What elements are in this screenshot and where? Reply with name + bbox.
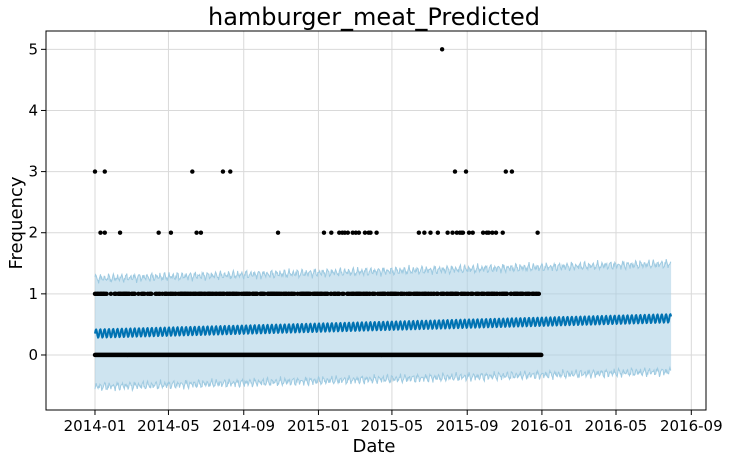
observed-point [422, 230, 427, 235]
y-tick-label: 0 [28, 346, 38, 364]
x-axis-ticks: 2014-01 2014-05 2014-09 2015-01 2015-05 2015-… [64, 410, 723, 435]
x-tick-label: 2015-01 [287, 417, 350, 435]
observed-point [98, 230, 103, 235]
observed-point [460, 230, 466, 235]
observed-point [228, 169, 233, 174]
observed-point [463, 169, 469, 174]
observed-point [190, 169, 195, 174]
observed-point [470, 291, 475, 297]
observed-point [329, 230, 334, 235]
observed-point [454, 230, 460, 235]
forecast-line [93, 313, 673, 339]
x-tick-label: 2014-01 [64, 417, 127, 435]
observed-point [486, 230, 491, 235]
observed-point [455, 291, 461, 297]
observed-point [255, 291, 260, 297]
x-tick-label: 2016-09 [660, 417, 723, 435]
observed-point [149, 291, 154, 297]
observed-point [362, 230, 368, 235]
observed-point [92, 169, 98, 174]
observed-point [117, 230, 123, 235]
upper-bound-line [94, 259, 672, 284]
x-tick-label: 2014-05 [137, 417, 200, 435]
observed-point [321, 230, 327, 235]
observed-point [428, 230, 433, 235]
observed-point [450, 230, 455, 235]
observed-point [102, 169, 107, 174]
observed-point [452, 169, 458, 174]
observed-point [500, 230, 505, 235]
x-tick-label: 2016-01 [511, 417, 574, 435]
observed-point [342, 230, 347, 235]
observed-point [325, 291, 330, 297]
observed-point [480, 230, 486, 235]
observed-point [504, 291, 510, 297]
observed-point [374, 230, 379, 235]
observed-point [493, 230, 499, 235]
observed-point [275, 230, 281, 235]
observed-point [466, 230, 472, 235]
observed-point [416, 230, 422, 235]
y-axis-title: Frequency [6, 176, 27, 269]
observed-point [337, 291, 342, 297]
observed-point [356, 230, 362, 235]
observed-point [262, 291, 267, 297]
observed-point [372, 291, 377, 297]
observed-point [435, 230, 441, 235]
observed-point [220, 169, 226, 174]
observed-point [490, 230, 495, 235]
y-tick-label: 1 [28, 285, 38, 303]
observed-point [439, 47, 445, 52]
x-tick-label: 2015-09 [436, 417, 499, 435]
x-tick-label: 2015-05 [361, 417, 424, 435]
observed-points [92, 47, 544, 358]
observed-point [539, 352, 544, 358]
y-tick-label: 5 [28, 40, 38, 58]
y-axis-ticks: 0 1 2 3 4 5 [28, 40, 46, 364]
observed-point [156, 230, 161, 235]
observed-point [353, 230, 358, 235]
observed-point [108, 291, 114, 297]
observed-point [345, 230, 351, 235]
observed-point [470, 230, 475, 235]
observed-point [142, 291, 147, 297]
observed-point [104, 291, 109, 297]
observed-point [341, 291, 346, 297]
observed-point [102, 230, 107, 235]
observed-point [536, 291, 542, 297]
y-tick-label: 4 [28, 101, 38, 119]
observed-point [132, 291, 137, 297]
plot-frame [45, 30, 707, 411]
x-axis-title: Date [352, 436, 395, 457]
y-tick-label: 3 [28, 163, 38, 181]
observed-point [503, 169, 508, 174]
observed-point [350, 230, 355, 235]
observed-point [509, 169, 515, 174]
observed-point [292, 291, 297, 297]
observed-point [535, 230, 540, 235]
observed-point [368, 230, 373, 235]
observed-point [337, 230, 342, 235]
observed-point [435, 291, 441, 297]
observed-point [198, 230, 204, 235]
y-tick-label: 2 [28, 224, 38, 242]
observed-point [136, 291, 141, 297]
x-tick-label: 2016-05 [585, 417, 648, 435]
observed-point [445, 230, 450, 235]
observed-point [194, 230, 199, 235]
lower-bound-line [94, 365, 672, 393]
chart-title: hamburger_meat_Predicted [208, 3, 540, 31]
observed-point [168, 230, 174, 235]
x-tick-label: 2014-09 [212, 417, 275, 435]
yhat-line [93, 313, 673, 339]
